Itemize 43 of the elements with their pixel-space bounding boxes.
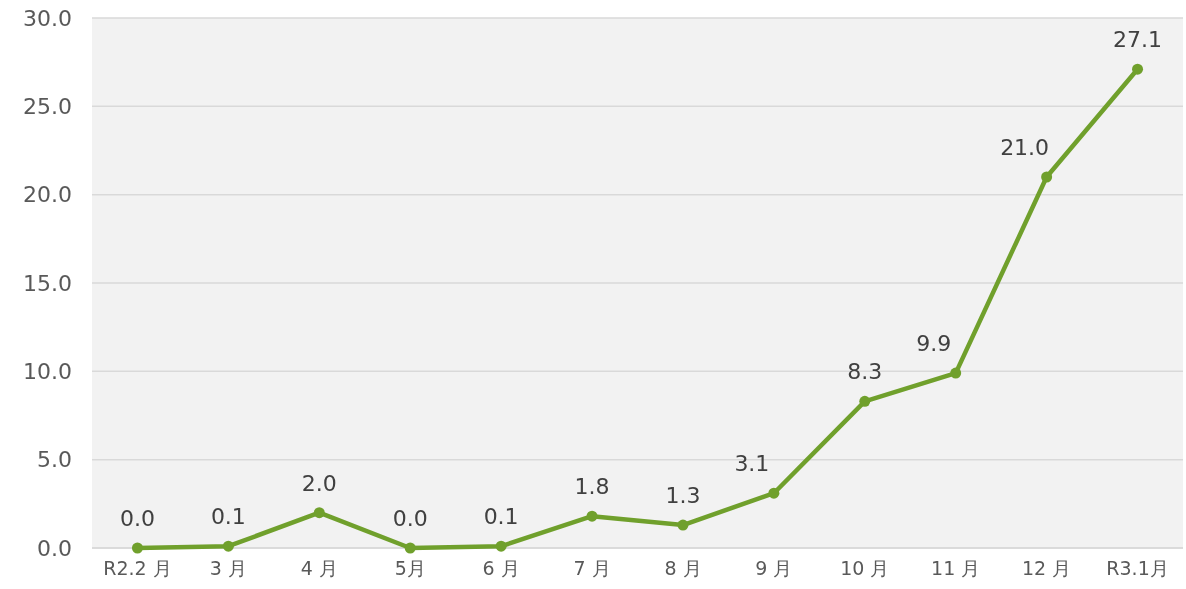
- point: [859, 395, 871, 407]
- data-label: 27.1: [1113, 27, 1163, 53]
- y-tick-label: 15.0: [23, 270, 72, 296]
- data-label: 2.0: [301, 470, 337, 496]
- data-label: 0.0: [119, 506, 155, 531]
- point: [495, 540, 507, 552]
- y-tick-label: 25.0: [23, 94, 72, 120]
- point: [950, 367, 962, 379]
- y-tick-label: 30.0: [23, 5, 72, 31]
- x-tick-label: 4 月: [300, 557, 338, 579]
- point: [677, 519, 689, 531]
- point: [404, 542, 416, 554]
- x-tick-label: 8 月: [664, 557, 702, 579]
- point: [313, 507, 325, 519]
- data-label: 3.1: [734, 451, 770, 477]
- x-tick-label: 12 月: [1022, 557, 1072, 579]
- point: [768, 487, 780, 499]
- point: [1132, 63, 1144, 75]
- data-label: 0.0: [392, 506, 428, 531]
- data-label: 9.9: [916, 331, 952, 357]
- x-tick-label: 7 月: [573, 557, 611, 579]
- x-tick-label: 5月: [394, 557, 426, 579]
- point: [586, 510, 598, 522]
- point: [222, 540, 234, 552]
- x-tick-label: 6 月: [482, 557, 520, 579]
- data-label: 0.1: [483, 504, 519, 530]
- y-tick-label: 0.0: [37, 535, 72, 561]
- data-label: 1.8: [574, 474, 610, 500]
- x-tick-label: 3 月: [209, 557, 247, 579]
- point: [131, 542, 143, 554]
- x-tick-label: R3.1月: [1106, 557, 1169, 579]
- y-tick-label: 5.0: [37, 447, 72, 473]
- data-label: 21.0: [1000, 135, 1050, 160]
- x-tick-label: 10 月: [840, 557, 890, 579]
- x-tick-label: 11 月: [931, 557, 981, 579]
- data-label: 8.3: [847, 359, 883, 385]
- y-tick-label: 10.0: [23, 359, 72, 385]
- x-tick-label: 9 月: [755, 557, 793, 579]
- x-tick-label: R2.2 月: [103, 557, 172, 579]
- data-label: 1.3: [665, 483, 701, 509]
- y-tick-label: 20.0: [23, 182, 72, 208]
- point: [1041, 171, 1053, 183]
- data-label: 0.1: [210, 504, 246, 530]
